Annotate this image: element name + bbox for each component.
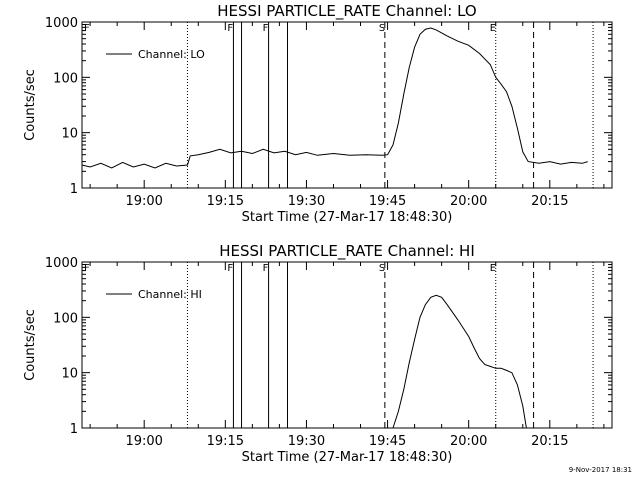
x-axis-label: Start Time (27-Mar-17 18:48:30) (242, 450, 453, 465)
y-tick-label: 1 (70, 182, 78, 197)
x-tick-label: 19:15 (207, 434, 244, 449)
y-tick-label: 100 (53, 71, 78, 86)
event-marker-label: F (263, 263, 269, 274)
y-tick-label: 100 (53, 311, 78, 326)
event-marker-label: E (490, 23, 496, 34)
chart-title: HESSI PARTICLE_RATE Channel: LO (217, 2, 476, 21)
chart-panel-lo: HESSI PARTICLE_RATE Channel: LO Counts/se… (23, 2, 613, 225)
event-marker-label: S (379, 23, 385, 34)
generation-timestamp: 9-Nov-2017 18:31 (568, 466, 632, 474)
legend-label: Channel: HI (138, 288, 202, 301)
y-axis-label: Counts/sec (23, 69, 38, 141)
x-tick-label: 19:45 (369, 434, 406, 449)
event-marker-label: F (227, 23, 233, 34)
y-tick-label: 1000 (45, 256, 78, 271)
y-tick-label: 1000 (45, 16, 78, 31)
event-marker-label: F (263, 23, 269, 34)
series-line (392, 294, 527, 429)
plot-frame (81, 21, 613, 189)
x-tick-label: 19:45 (369, 194, 406, 209)
y-tick-label: 10 (61, 367, 78, 382)
x-tick-label: 19:15 (207, 194, 244, 209)
event-marker-label: E (490, 263, 496, 274)
series-line (81, 27, 588, 169)
x-tick-label: 19:00 (125, 434, 162, 449)
x-tick-label: 19:30 (288, 434, 325, 449)
x-tick-label: 20:15 (531, 434, 568, 449)
event-marker-label: S (379, 263, 385, 274)
y-tick-label: 1 (70, 422, 78, 437)
event-marker-label: F (227, 263, 233, 274)
x-tick-label: 20:15 (531, 194, 568, 209)
x-tick-label: 20:00 (450, 434, 487, 449)
x-tick-label: 19:30 (288, 194, 325, 209)
x-tick-label: 19:00 (125, 194, 162, 209)
legend-label: Channel: LO (138, 48, 205, 61)
x-axis-label: Start Time (27-Mar-17 18:48:30) (242, 210, 453, 225)
x-tick-label: 20:00 (450, 194, 487, 209)
chart-panel-hi: HESSI PARTICLE_RATE Channel: HI Counts/se… (23, 242, 613, 465)
y-axis-label: Counts/sec (23, 309, 38, 381)
chart-title: HESSI PARTICLE_RATE Channel: HI (219, 242, 475, 261)
corner-mark: F (84, 23, 90, 34)
corner-mark: F (84, 263, 90, 274)
plot-frame (81, 261, 613, 429)
y-tick-label: 10 (61, 127, 78, 142)
